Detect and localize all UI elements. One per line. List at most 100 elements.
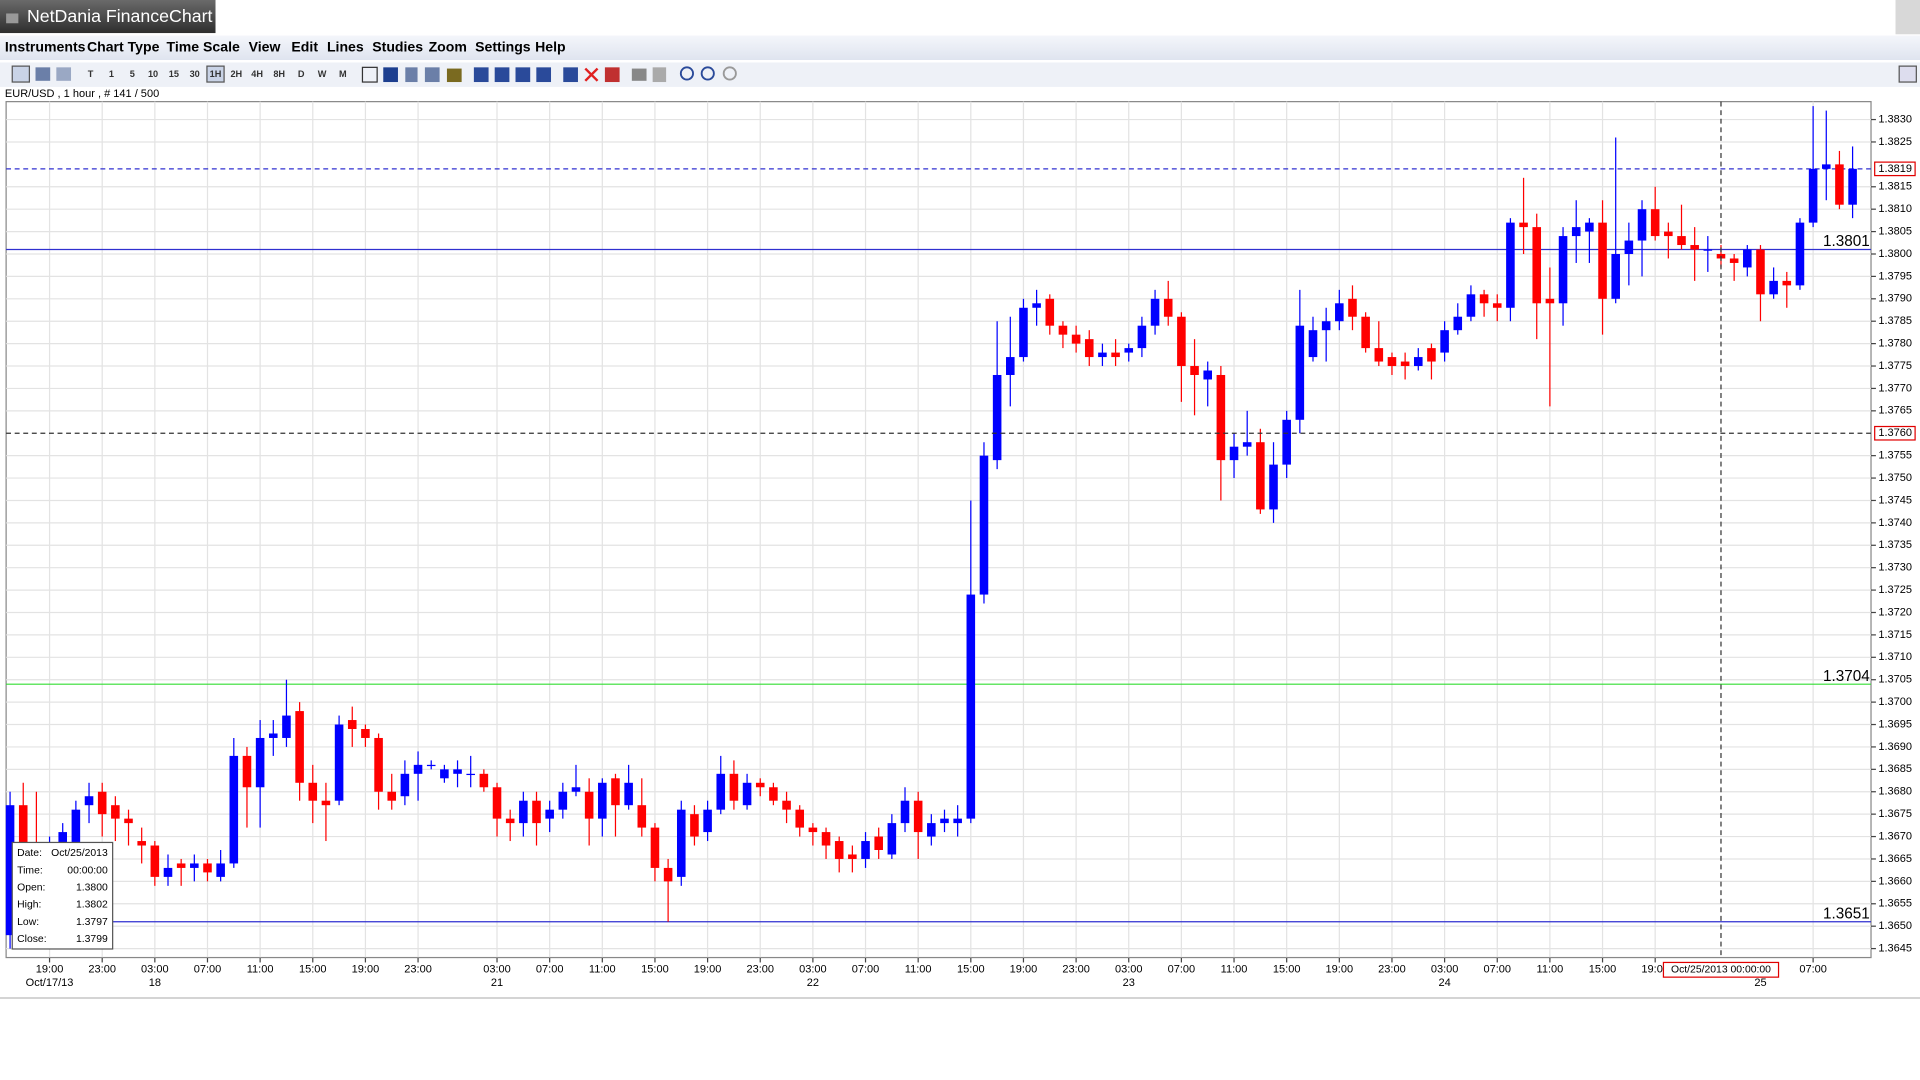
date-label: Oct/17/13: [26, 977, 74, 989]
candle-body: [308, 782, 318, 801]
tool-button[interactable]: [631, 68, 647, 81]
candle-body: [1545, 298, 1555, 304]
timescale-button[interactable]: 30: [190, 69, 200, 79]
y-tick-label: 1.3825: [1878, 136, 1912, 148]
candle-body: [1242, 442, 1252, 447]
candle-body: [1269, 464, 1278, 510]
candle-body: [808, 827, 818, 833]
candle-body: [1032, 303, 1041, 308]
horizontal-line-label: 1.3704: [1823, 668, 1870, 685]
timescale-button[interactable]: 5: [130, 69, 135, 79]
tool-button[interactable]: [584, 67, 599, 82]
tool-button[interactable]: [536, 67, 552, 83]
timescale-button[interactable]: 10: [148, 69, 158, 79]
menu-item[interactable]: Studies: [372, 38, 423, 54]
timescale-button[interactable]: M: [339, 69, 347, 79]
tool-button[interactable]: [11, 65, 30, 83]
timescale-button[interactable]: 8H: [273, 69, 285, 79]
x-tick-label: 15:00: [641, 964, 669, 976]
candle-body: [1348, 298, 1357, 317]
timescale-button[interactable]: 15: [169, 69, 179, 79]
y-tick-label: 1.3730: [1878, 562, 1912, 574]
candle-body: [176, 863, 186, 868]
candle-body: [1664, 231, 1673, 237]
candle-body: [1782, 280, 1792, 286]
menu-item[interactable]: Lines: [327, 38, 364, 54]
candle-body: [1624, 240, 1634, 254]
candle-body: [97, 791, 107, 815]
x-tick-label: 19:00: [352, 964, 380, 976]
candle-body: [466, 773, 475, 776]
y-tick-label: 1.3680: [1878, 786, 1912, 798]
menu-item[interactable]: Help: [535, 38, 566, 54]
x-tick-label: 15:00: [299, 964, 327, 976]
y-tick-label: 1.3780: [1878, 338, 1912, 350]
candle-body: [1414, 357, 1423, 367]
candle-body: [84, 796, 94, 806]
tool-button[interactable]: [35, 67, 51, 81]
x-tick-label: 19:00: [694, 964, 722, 976]
tool-button[interactable]: [494, 67, 510, 83]
tool-button[interactable]: [473, 67, 489, 83]
candle-body: [676, 809, 686, 877]
timescale-button[interactable]: D: [298, 69, 305, 79]
tool-button[interactable]: [405, 67, 418, 83]
tool-button[interactable]: [563, 67, 578, 83]
timescale-button[interactable]: 2H: [230, 69, 242, 79]
menu-item[interactable]: View: [249, 38, 281, 54]
candle-body: [1177, 316, 1186, 367]
candle-body: [1440, 330, 1449, 353]
candle-body: [769, 787, 778, 801]
tool-button[interactable]: [361, 66, 378, 83]
timescale-button[interactable]: 4H: [251, 69, 263, 79]
timescale-button[interactable]: W: [318, 69, 327, 79]
y-tick-label: 1.3790: [1878, 293, 1912, 305]
candle-body: [1532, 227, 1542, 304]
timescale-button[interactable]: 1H: [210, 69, 222, 79]
y-tick-label: 1.3770: [1878, 382, 1912, 394]
info-value: 1.3800: [76, 883, 108, 894]
tool-button[interactable]: [722, 66, 737, 81]
toolbar-icons: [11, 65, 1917, 83]
menu-item[interactable]: Zoom: [429, 38, 467, 54]
tool-button[interactable]: [604, 67, 620, 83]
candle-body: [1387, 357, 1397, 367]
crosshair-x-label: Oct/25/2013 00:00:00: [1671, 965, 1771, 976]
info-label: High:: [17, 900, 41, 911]
candle-body: [979, 455, 989, 595]
menu-item[interactable]: Instruments: [5, 38, 86, 54]
tool-button[interactable]: [446, 68, 462, 83]
info-box: [11, 841, 114, 950]
candle-body: [1282, 419, 1291, 465]
menu-item[interactable]: Chart Type: [87, 38, 160, 54]
tool-button[interactable]: [56, 67, 72, 81]
candle-body: [137, 841, 146, 846]
timescale-button[interactable]: T: [88, 69, 94, 79]
candle-body: [334, 724, 344, 801]
candle-body: [1677, 236, 1686, 246]
y-tick-label: 1.3720: [1878, 606, 1912, 618]
tool-button[interactable]: [679, 66, 694, 81]
menu-item[interactable]: Settings: [475, 38, 531, 54]
tool-button[interactable]: [1898, 65, 1917, 83]
x-tick-label: 07:00: [1168, 964, 1196, 976]
tool-button[interactable]: [424, 67, 440, 83]
candle-body: [611, 778, 620, 806]
x-tick-label: 15:00: [957, 964, 985, 976]
candle-body: [1453, 316, 1463, 331]
candle-body: [532, 800, 541, 824]
y-tick-label: 1.3805: [1878, 225, 1912, 237]
menu-item[interactable]: Time Scale: [167, 38, 240, 54]
menu-bar: [0, 35, 1920, 60]
tool-button[interactable]: [700, 66, 715, 81]
tool-button[interactable]: [652, 67, 667, 83]
price-box: [1874, 161, 1916, 177]
menu-item[interactable]: Edit: [291, 38, 318, 54]
tool-button[interactable]: [383, 67, 398, 83]
price-label: 1.3819: [1878, 163, 1912, 175]
timescale-button[interactable]: 1: [109, 69, 114, 79]
info-value: 1.3797: [76, 917, 108, 928]
candle-body: [1163, 298, 1173, 317]
tool-button[interactable]: [515, 67, 531, 83]
